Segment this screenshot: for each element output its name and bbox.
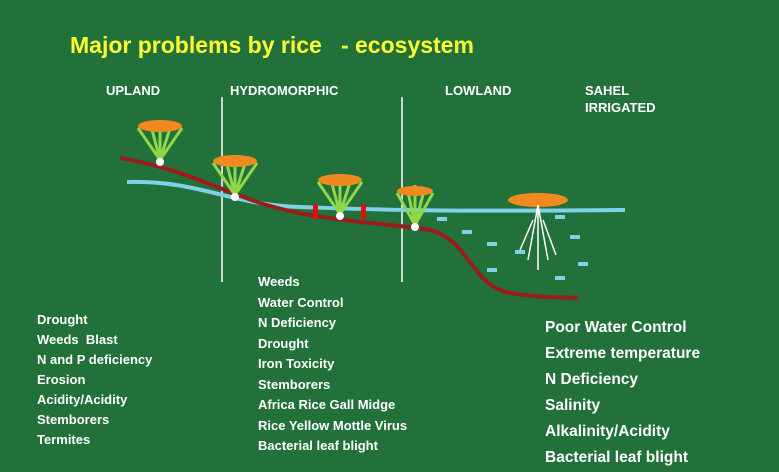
problem-item: Rice Yellow Mottle Virus <box>258 417 408 433</box>
problem-item: Poor Water Control <box>545 319 687 336</box>
problem-item: Stemborers <box>258 376 331 392</box>
problem-item: Drought <box>37 312 88 327</box>
problem-item: Acidity/Acidity <box>37 392 128 407</box>
problem-item: Iron Toxicity <box>258 356 335 371</box>
problem-item: N Deficiency <box>545 371 639 388</box>
bund <box>361 204 366 219</box>
problem-list: Weeds Water Control N Deficiency Drought Iro… <box>258 272 407 457</box>
problem-item: N and P deficiency <box>37 352 153 367</box>
problem-item: Salinity <box>545 397 601 414</box>
problem-item: Weeds Blast <box>37 332 118 347</box>
problem-item: Weeds <box>258 274 300 289</box>
zone-label: LOWLAND <box>445 83 512 98</box>
problem-item: N Deficiency <box>258 315 337 330</box>
problem-item: Termites <box>37 432 91 447</box>
problem-item: Africa Rice Gall Midge <box>258 397 396 412</box>
problem-item: Stemborers <box>37 412 110 427</box>
problem-item: Extreme temperature <box>545 345 701 362</box>
problem-item: Erosion <box>37 372 86 387</box>
problem-item: Bacterial leaf blight <box>545 449 688 466</box>
problem-item: Alkalinity/Acidity <box>545 423 670 440</box>
soil-line <box>119 156 579 300</box>
zone-label: HYDROMORPHIC <box>230 83 339 98</box>
problem-list: Poor Water Control Extreme temperature N D… <box>545 315 700 471</box>
problem-item: Water Control <box>258 294 344 310</box>
title: Major problems by rice - ecosystem <box>70 32 474 58</box>
zone-label: SAHEL IRRIGATED <box>585 83 656 115</box>
problem-item: Drought <box>258 335 309 351</box>
water-dashes <box>437 215 588 280</box>
problem-item: Bacterial leaf blight <box>258 438 378 453</box>
zone-label: UPLAND <box>106 83 161 98</box>
problem-list: Drought Weeds Blast N and P deficiency Eros… <box>37 310 152 450</box>
bund <box>313 204 318 219</box>
plants <box>136 120 568 270</box>
